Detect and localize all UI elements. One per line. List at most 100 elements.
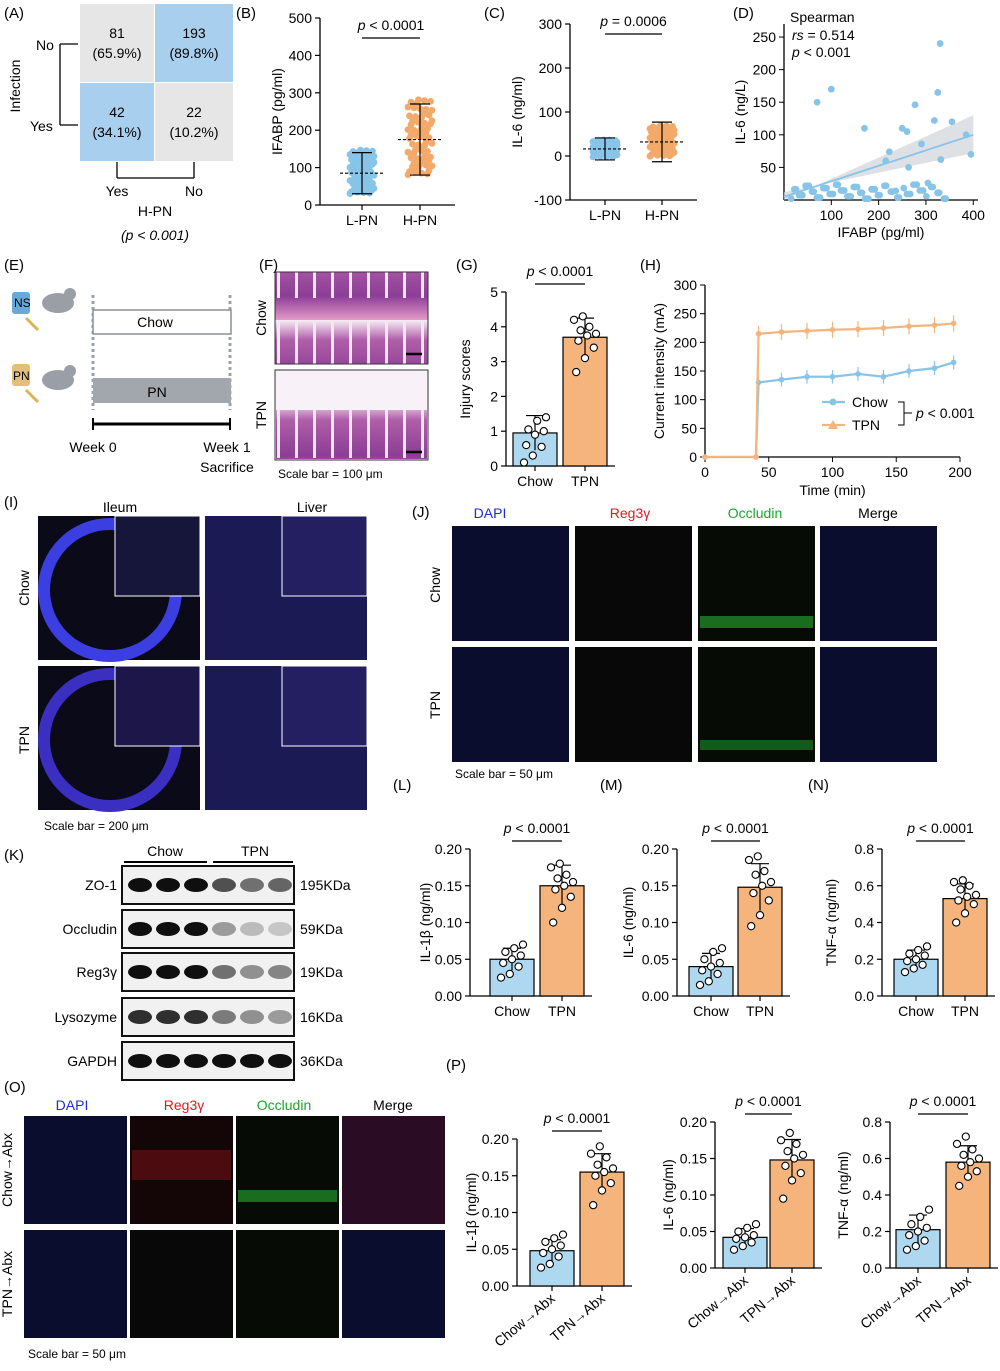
cell-pct: (89.8%) [169, 45, 218, 61]
data-point [717, 944, 727, 953]
inset [281, 515, 368, 597]
data-point [972, 1167, 981, 1176]
data-point [602, 1153, 611, 1162]
data-point [911, 101, 919, 109]
data-point [422, 139, 430, 146]
data-point [743, 1223, 752, 1232]
histology-tpn-villi [276, 410, 427, 459]
sacrifice-label: Sacrifice [200, 459, 254, 475]
col-label-yes: Yes [106, 183, 129, 199]
chart-G: 0 1 2 3 4 5 Chow TPN Injury scores p < 0.0001 [457, 263, 615, 489]
blot-band [212, 878, 236, 892]
micrograph-reg3-tpn [575, 647, 692, 762]
row-label-yes: Yes [30, 118, 53, 134]
y-tick-label: 0.10 [642, 915, 669, 931]
y-tick-label: 200 [289, 122, 313, 138]
data-point [796, 1168, 805, 1178]
data-point [410, 104, 418, 112]
histology-chow [274, 271, 429, 365]
data-point [562, 870, 571, 879]
row-label-tpn-abx: TPN→Abx [0, 1251, 15, 1317]
data-point [753, 852, 762, 861]
data-point [903, 956, 912, 966]
data-point [541, 413, 551, 422]
y-tick-label: 0 [304, 197, 312, 213]
panel-f: Chow TPN Scale bar = 100 μm [253, 271, 429, 481]
col-label-dapi: DAPI [56, 1097, 89, 1113]
mouse-head-icon [64, 365, 76, 377]
data-point [421, 97, 428, 104]
data-point [537, 442, 546, 452]
blot-band [268, 1010, 292, 1024]
data-point [425, 167, 433, 175]
data-point [790, 1154, 799, 1163]
panel-label-k: (K) [4, 847, 24, 864]
data-point [541, 1237, 550, 1247]
y-tick-label: 0.8 [855, 841, 875, 857]
data-point [369, 147, 376, 155]
data-point [732, 1234, 741, 1243]
y-tick-label: 0.15 [482, 1168, 509, 1184]
data-point [536, 1263, 546, 1272]
y-tick-label: 150 [674, 363, 698, 379]
blot-band [156, 1054, 180, 1068]
protein-label: Reg3γ [77, 964, 117, 980]
blot-band [156, 922, 180, 936]
blot-band [212, 1054, 236, 1068]
cell-pct: (10.2%) [169, 124, 218, 140]
data-point [911, 955, 921, 964]
x-tick-label: Chow→Abx [684, 1272, 751, 1332]
protein-label: Occludin [63, 921, 117, 937]
data-point [366, 163, 373, 171]
panel-label-f: (F) [259, 257, 278, 274]
y-tick-label: 50 [681, 420, 697, 436]
chart-M: 0.00 0.05 0.10 0.15 0.20 Chow TPN IL-6 (ng/ml) p… [620, 820, 790, 1019]
data-point [522, 440, 531, 450]
p-value: p < 0.0001 [701, 820, 769, 836]
scale-label: Scale bar = 50 μm [455, 767, 553, 781]
data-point [898, 124, 906, 132]
y-tick-label: 0.15 [435, 878, 462, 894]
micrograph-dapi-tpn [452, 647, 569, 762]
inset [281, 665, 368, 747]
data-point [744, 855, 754, 865]
micrograph-dapi-chow [24, 1116, 127, 1224]
data-point [651, 131, 658, 139]
data-point [751, 1220, 761, 1229]
data-point [968, 1145, 977, 1154]
data-point [363, 179, 370, 187]
data-point [507, 955, 517, 964]
data-point [959, 1150, 968, 1159]
data-point [583, 331, 592, 340]
legend-swatch-marker [828, 420, 838, 429]
data-point [751, 870, 760, 879]
data-point [574, 336, 583, 345]
data-point [804, 328, 810, 334]
row-label-tpn: TPN [253, 401, 269, 429]
data-point [409, 140, 416, 148]
data-point [501, 947, 510, 957]
kda-label: 36KDa [300, 1053, 343, 1069]
p-value: p < 0.0001 [526, 263, 594, 279]
col-axis-label: H-PN [138, 203, 172, 219]
data-point [524, 425, 533, 434]
data-point [909, 964, 918, 973]
data-point [960, 909, 970, 918]
y-tick-label: 400 [289, 47, 313, 63]
data-point [560, 881, 569, 890]
data-point [557, 903, 567, 912]
data-point [808, 188, 816, 196]
y-tick-label: 0 [689, 449, 697, 465]
panel-label-e: (E) [4, 257, 24, 274]
fit-line [783, 133, 974, 198]
data-point [595, 150, 603, 158]
data-point [346, 150, 354, 158]
data-point [593, 1160, 602, 1169]
micrograph-merge-tpn [820, 647, 937, 762]
col-label-no: No [185, 183, 203, 199]
data-point [649, 136, 657, 144]
y-axis-label: IFABP (pg/ml) [269, 68, 285, 155]
data-point [715, 958, 724, 968]
cell-value: 22 [186, 104, 202, 120]
